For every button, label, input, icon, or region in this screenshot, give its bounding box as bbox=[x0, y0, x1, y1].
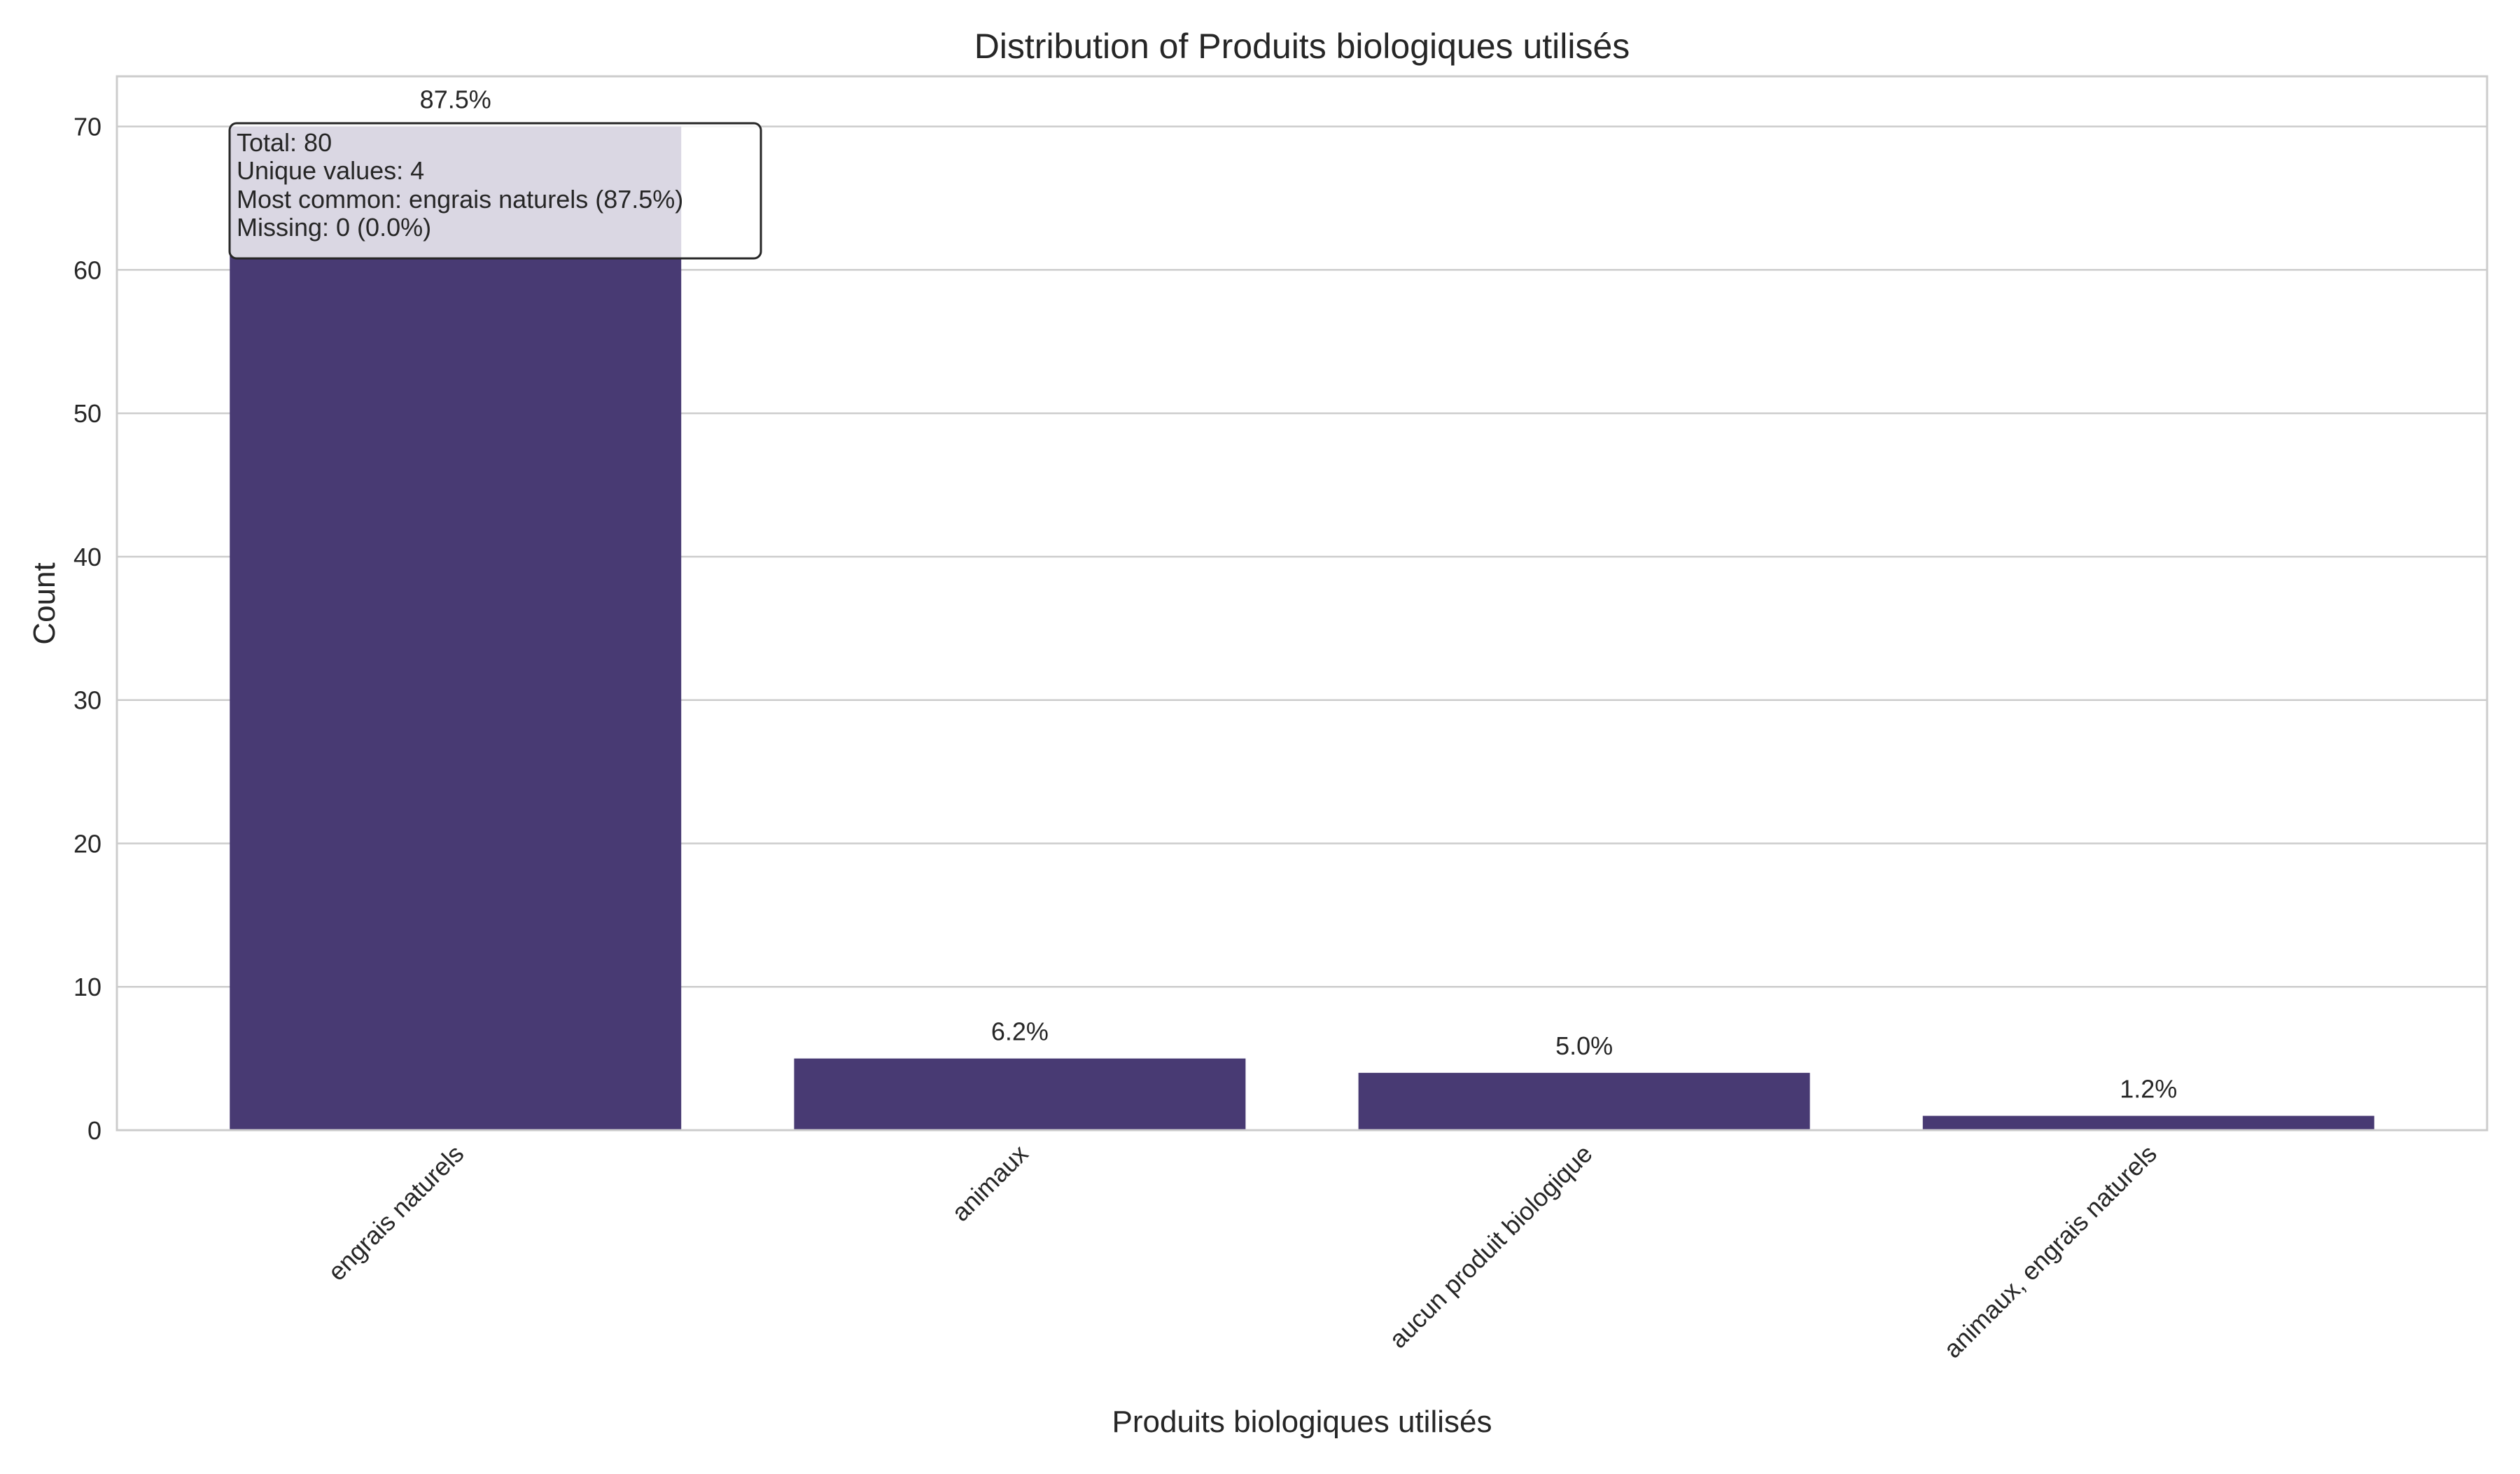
y-axis-label: Count bbox=[27, 562, 62, 644]
y-tick-label-4: 40 bbox=[74, 543, 102, 571]
x-tick-label-2: aucun produit biologique bbox=[1383, 1139, 1597, 1354]
y-axis-ticks: 0 10 20 30 40 50 60 70 bbox=[74, 113, 102, 1145]
bar-0 bbox=[230, 126, 682, 1131]
x-tick-label-1: animaux bbox=[946, 1139, 1033, 1227]
y-tick-label-2: 20 bbox=[74, 829, 102, 858]
y-tick-label-3: 30 bbox=[74, 686, 102, 715]
bar-1 bbox=[794, 1058, 1246, 1130]
stats-box: Total: 80 Unique values: 4 Most common: … bbox=[228, 122, 762, 260]
plot-frame bbox=[115, 75, 2488, 1132]
y-tick-label-5: 50 bbox=[74, 399, 102, 428]
bar-label-0: 87.5% bbox=[420, 85, 491, 114]
x-tick-label-0: engrais naturels bbox=[322, 1139, 469, 1286]
x-axis-label: Produits biologiques utilisés bbox=[1112, 1405, 1492, 1439]
y-tick-label-6: 60 bbox=[74, 256, 102, 284]
stats-line-unique: Unique values: 4 bbox=[237, 156, 424, 185]
y-tick-label-0: 0 bbox=[88, 1116, 102, 1145]
bar-label-1: 6.2% bbox=[991, 1017, 1049, 1046]
bar-3 bbox=[1922, 1115, 2374, 1130]
bar-label-3: 1.2% bbox=[2120, 1075, 2177, 1104]
chart-title: Distribution of Produits biologiques uti… bbox=[974, 27, 1630, 66]
x-tick-label-3: animaux, engrais naturels bbox=[1938, 1139, 2162, 1363]
bar-2 bbox=[1358, 1073, 1810, 1130]
bar-label-2: 5.0% bbox=[1555, 1031, 1613, 1060]
stats-line-most-common: Most common: engrais naturels (87.5%) bbox=[237, 185, 683, 214]
stats-box-frame bbox=[228, 122, 762, 260]
y-tick-label-1: 10 bbox=[74, 973, 102, 1001]
bars bbox=[230, 126, 2374, 1131]
y-tick-label-7: 70 bbox=[74, 113, 102, 141]
bar-labels: 87.5% 6.2% 5.0% 1.2% bbox=[420, 85, 2178, 1104]
stats-line-missing: Missing: 0 (0.0%) bbox=[237, 213, 431, 242]
x-axis-ticks: engrais naturels animaux aucun produit bio… bbox=[322, 1139, 2162, 1363]
stats-line-total: Total: 80 bbox=[237, 128, 332, 157]
